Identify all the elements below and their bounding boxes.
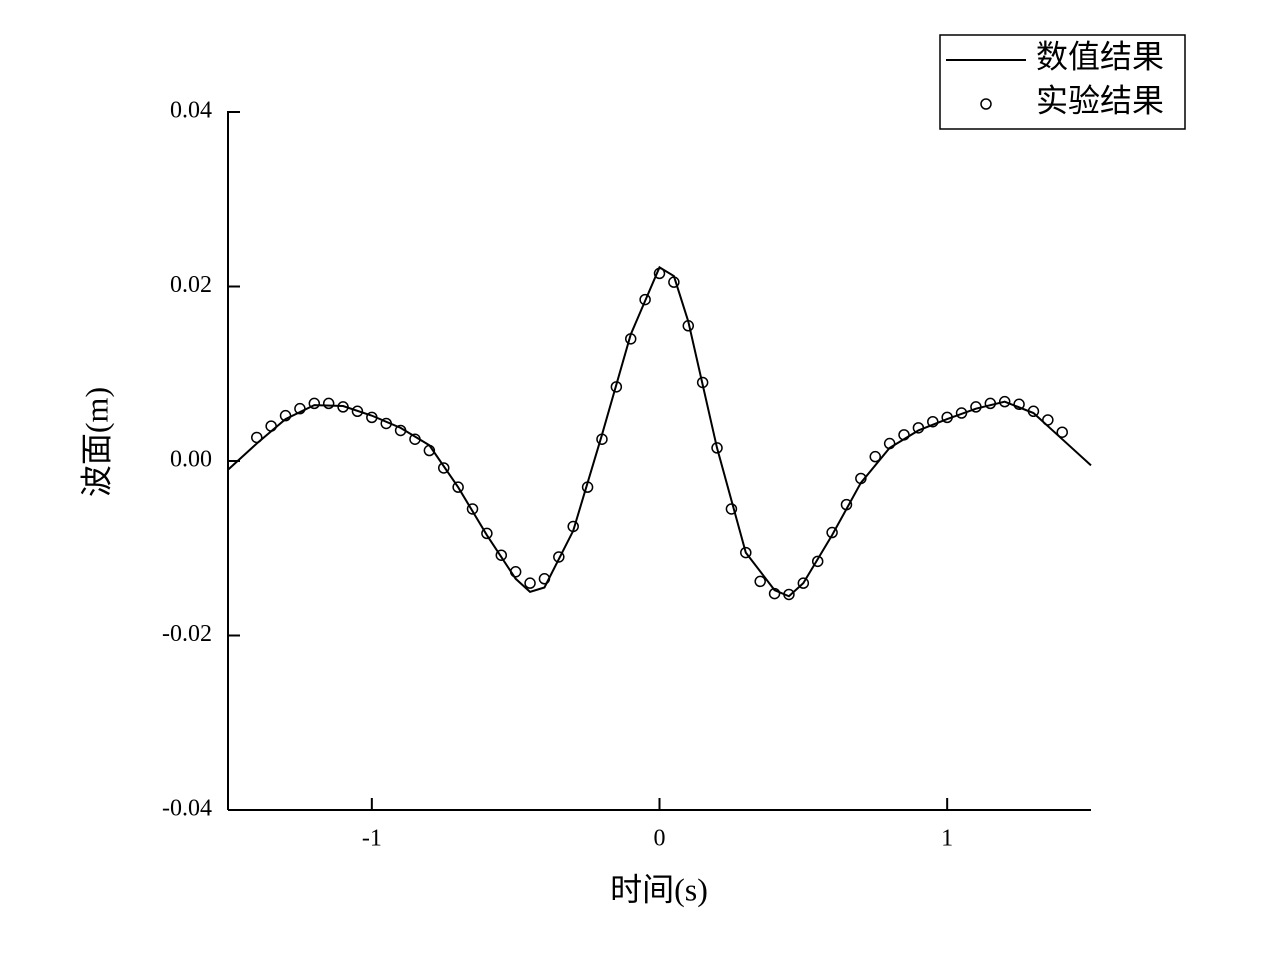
- data-point: [725, 503, 738, 515]
- data-point: [1042, 414, 1054, 426]
- data-point: [653, 267, 666, 280]
- data-point: [840, 498, 853, 511]
- data-line: [227, 265, 1092, 598]
- data-point: [970, 401, 982, 413]
- data-point: [567, 520, 579, 533]
- data-point: [711, 442, 723, 454]
- x-tick-label: -1: [362, 826, 382, 852]
- data-point: [409, 433, 421, 445]
- data-point: [768, 587, 781, 600]
- data-point: [668, 276, 680, 288]
- data-point: [481, 527, 493, 540]
- data-point: [883, 437, 896, 450]
- data-point: [294, 402, 306, 415]
- data-point: [581, 481, 594, 493]
- data-point: [984, 397, 997, 410]
- data-point: [696, 376, 709, 389]
- data-point: [596, 433, 608, 445]
- y-tick-label: 0.02: [170, 272, 212, 298]
- data-point: [955, 407, 968, 419]
- data-point: [308, 397, 321, 410]
- data-point: [553, 551, 565, 563]
- data-point: [452, 481, 464, 493]
- data-point: [754, 575, 766, 588]
- data-point: [438, 462, 450, 474]
- data-point: [1027, 405, 1040, 418]
- data-point: [740, 546, 752, 559]
- legend-box: [939, 34, 1186, 130]
- data-point: [941, 411, 953, 424]
- legend-label: 实验结果: [1036, 82, 1164, 118]
- data-point: [524, 577, 536, 589]
- y-tick-label: 0.00: [170, 447, 212, 473]
- data-point: [380, 417, 392, 430]
- y-axis-title: 波面(m): [78, 387, 114, 497]
- data-point: [624, 333, 637, 345]
- legend-label: 数值结果: [1036, 38, 1164, 74]
- data-point: [783, 588, 795, 601]
- x-axis-title: 时间(s): [610, 871, 708, 907]
- data-point: [351, 405, 364, 418]
- data-point: [855, 472, 867, 485]
- data-point: [366, 411, 378, 424]
- x-tick-label: 0: [654, 826, 666, 852]
- y-tick-label: -0.04: [162, 796, 212, 822]
- data-point: [337, 401, 349, 413]
- data-point: [682, 320, 695, 332]
- data-point: [538, 573, 551, 585]
- data-point: [898, 429, 910, 441]
- data-point: [1013, 398, 1025, 411]
- data-point: [322, 397, 335, 410]
- data-point: [509, 566, 522, 578]
- y-tick-label: -0.02: [162, 621, 212, 647]
- data-point: [797, 577, 810, 589]
- data-point: [423, 444, 436, 457]
- data-point: [912, 422, 925, 434]
- data-point: [610, 381, 623, 393]
- data-point: [279, 409, 292, 422]
- x-tick-label: 1: [941, 826, 953, 852]
- data-point: [811, 555, 824, 568]
- data-point: [495, 549, 508, 561]
- data-point: [998, 395, 1011, 408]
- data-point: [394, 424, 407, 437]
- data-point: [869, 450, 881, 463]
- data-point: [466, 503, 479, 515]
- data-point: [1056, 426, 1068, 438]
- data-point: [265, 420, 277, 432]
- data-point: [927, 415, 939, 428]
- data-point: [251, 431, 263, 444]
- y-tick-label: 0.04: [170, 98, 212, 124]
- data-point: [826, 526, 838, 539]
- data-point: [639, 293, 651, 306]
- legend-marker: [980, 98, 992, 110]
